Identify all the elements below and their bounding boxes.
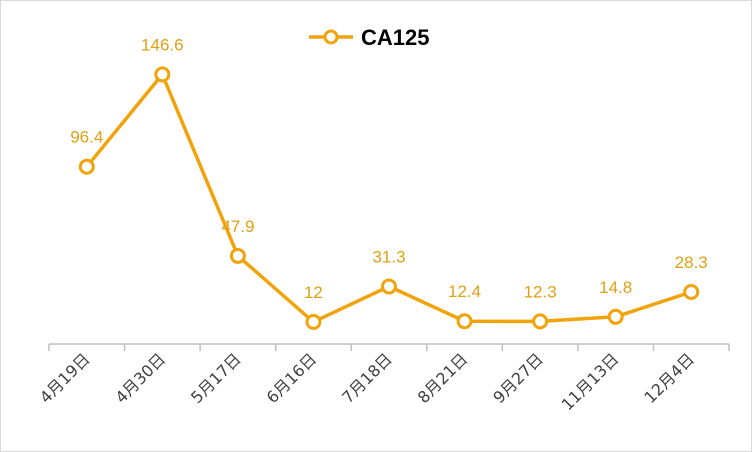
x-tick-label: 8月21日 [414, 349, 472, 407]
data-point [154, 66, 171, 83]
data-point [683, 283, 700, 300]
x-tick-label: 5月17日 [187, 349, 245, 407]
data-point [305, 313, 322, 330]
data-label: 12.3 [524, 282, 557, 301]
data-label: 31.3 [372, 247, 405, 266]
x-axis-tick-labels: 4月19日 4月30日 5月17日 6月16日 7月18日 8月21日 9月27日 11月13… [36, 349, 698, 414]
data-point [381, 278, 397, 295]
series-markers-ca125 [78, 66, 700, 330]
data-point [78, 158, 95, 175]
data-point [456, 313, 473, 330]
x-tick-label: 6月16日 [263, 349, 321, 407]
x-tick-label: 7月18日 [338, 349, 396, 407]
x-tick-label: 4月30日 [111, 349, 169, 407]
data-label: 12.4 [448, 282, 481, 301]
legend-label-ca125: CA125 [361, 25, 429, 50]
data-label: 12 [304, 283, 323, 302]
data-label: 146.6 [141, 35, 184, 54]
x-tick-label: 11月13日 [558, 349, 623, 414]
x-tick-label: 12月4日 [640, 349, 698, 407]
x-axis-ticks [48, 344, 730, 351]
data-labels-ca125: 96.4 146.6 47.9 12 31.3 12.4 12.3 14.8 28.3 [70, 35, 708, 302]
data-label: 47.9 [221, 217, 254, 236]
data-label: 14.8 [599, 278, 632, 297]
data-point [532, 313, 549, 330]
data-label: 28.3 [675, 253, 708, 272]
data-point [607, 308, 624, 325]
data-label: 96.4 [70, 128, 103, 147]
data-point [229, 247, 246, 264]
x-tick-label: 9月27日 [489, 349, 547, 407]
x-tick-label: 4月19日 [36, 349, 94, 407]
legend: CA125 [309, 25, 429, 50]
legend-marker-swatch [323, 29, 339, 45]
